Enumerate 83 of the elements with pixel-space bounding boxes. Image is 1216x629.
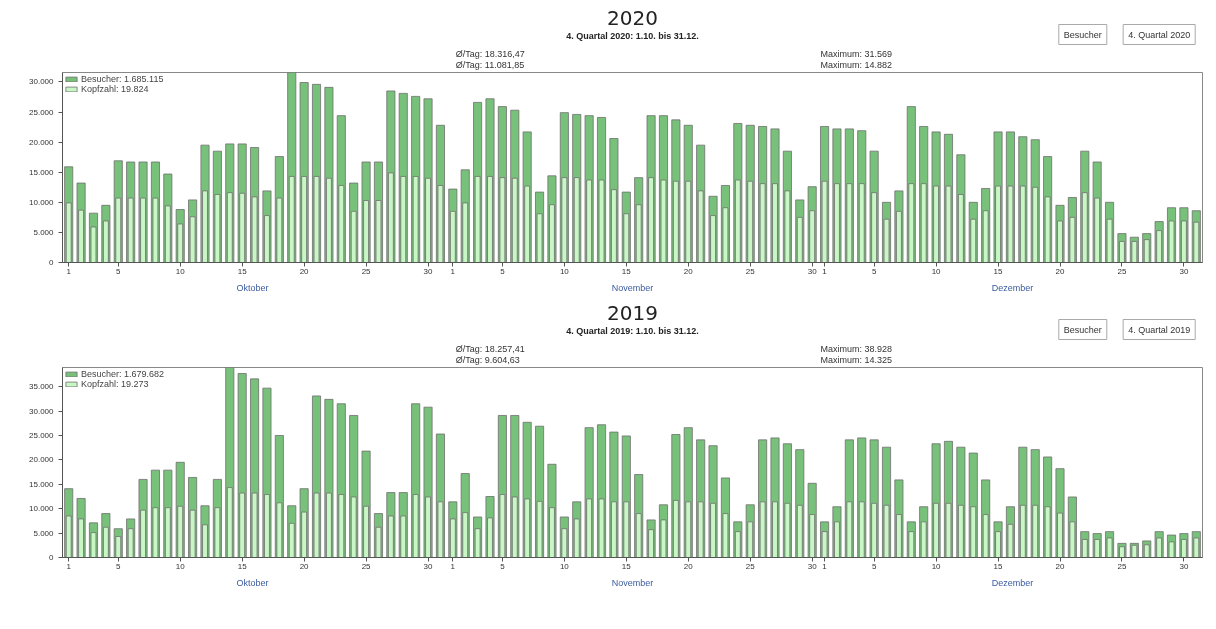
y-tick-label: 30.000: [29, 406, 55, 416]
chart-title: 2020: [607, 5, 658, 30]
x-tick-label: 25: [361, 266, 372, 276]
y-tick-label: 5.000: [33, 528, 55, 538]
text: Maximum: 38.928: [820, 343, 893, 354]
y-tick-label: 15.000: [29, 167, 55, 177]
y-tick-label: 0: [49, 553, 55, 562]
text: Ø/Tag: 9.604,63: [455, 354, 520, 365]
legend-label: Kopfzahl: 19.824: [81, 84, 149, 94]
y-tick-label: 10.000: [29, 197, 55, 207]
text: Maximum: 31.569: [820, 48, 893, 59]
text: Ø/Tag: 18.257,41: [455, 343, 525, 354]
x-tick-label: 1: [66, 561, 72, 571]
x-tick-label: 1: [822, 266, 828, 276]
text: 4. Quartal 2020: [1128, 29, 1191, 40]
text: Besucher: [1063, 29, 1102, 40]
y-tick-label: 25.000: [29, 107, 55, 117]
text: November: [611, 577, 654, 588]
x-tick-label: 30: [1179, 561, 1189, 571]
x-tick-label: 20: [299, 266, 310, 276]
x-tick-label: 20: [683, 561, 694, 571]
y-tick-label: 0: [49, 258, 55, 267]
x-tick-label: 20: [1055, 561, 1065, 571]
x-tick-label: 25: [745, 561, 756, 571]
x-tick-label: 10: [175, 561, 186, 571]
x-tick-label: 20: [299, 561, 310, 571]
x-tick-label: 10: [559, 561, 570, 571]
x-tick-label: 15: [621, 266, 632, 276]
text: Ø/Tag: 18.316,47: [455, 48, 525, 59]
x-tick-label: 30: [423, 561, 434, 571]
x-tick-label: 5: [500, 561, 506, 571]
chart-subtitle: 4. Quartal 2019: 1.10. bis 31.12.: [566, 325, 699, 336]
text: Dezember: [991, 282, 1034, 293]
y-tick-label: 25.000: [29, 430, 55, 440]
x-tick-label: 1: [66, 266, 72, 276]
y-tick-label: 30.000: [29, 77, 55, 87]
text: Maximum: 14.325: [820, 354, 893, 365]
x-tick-label: 1: [822, 561, 828, 571]
text: Oktober: [236, 282, 269, 293]
x-tick-label: 25: [1117, 561, 1127, 571]
x-tick-label: 5: [871, 561, 877, 571]
x-tick-label: 10: [931, 266, 942, 276]
text: Dezember: [991, 577, 1034, 588]
y-tick-label: 5.000: [33, 227, 55, 237]
chart-subtitle: 4. Quartal 2020: 1.10. bis 31.12.: [566, 30, 699, 41]
x-tick-label: 25: [745, 266, 756, 276]
text: 4. Quartal 2019: [1128, 324, 1191, 335]
y-tick-label: 20.000: [29, 455, 55, 465]
y-tick-label: 35.000: [29, 382, 55, 392]
x-tick-label: 10: [175, 266, 186, 276]
x-tick-label: 30: [1179, 266, 1189, 276]
x-tick-label: 20: [1055, 266, 1065, 276]
text: Oktober: [236, 577, 269, 588]
x-tick-label: 1: [450, 561, 456, 571]
y-tick-label: 15.000: [29, 479, 55, 489]
x-tick-label: 10: [931, 561, 942, 571]
x-tick-label: 5: [116, 266, 122, 276]
x-tick-label: 5: [500, 266, 506, 276]
legend-label: Besucher: 1.685.115: [81, 74, 164, 84]
x-tick-label: 25: [1117, 266, 1127, 276]
x-tick-label: 5: [871, 266, 877, 276]
x-tick-label: 30: [807, 266, 818, 276]
y-tick-label: 10.000: [29, 504, 55, 514]
x-tick-label: 1: [450, 266, 456, 276]
legend-label: Kopfzahl: 19.273: [81, 379, 149, 389]
x-tick-label: 20: [683, 266, 694, 276]
x-tick-label: 15: [237, 266, 248, 276]
x-tick-label: 25: [361, 561, 372, 571]
text: Besucher: [1063, 324, 1102, 335]
x-tick-label: 15: [237, 561, 248, 571]
x-tick-label: 30: [807, 561, 818, 571]
x-tick-label: 15: [993, 266, 1004, 276]
chart-title: 2019: [607, 300, 658, 325]
text: November: [611, 282, 654, 293]
legend-label: Besucher: 1.679.682: [81, 369, 165, 379]
x-tick-label: 30: [423, 266, 434, 276]
x-tick-label: 15: [993, 561, 1004, 571]
x-tick-label: 10: [559, 266, 570, 276]
text: Ø/Tag: 11.081,85: [455, 59, 525, 70]
text: Maximum: 14.882: [820, 59, 893, 70]
x-tick-label: 5: [116, 561, 122, 571]
y-tick-label: 20.000: [29, 137, 55, 147]
x-tick-label: 15: [621, 561, 632, 571]
